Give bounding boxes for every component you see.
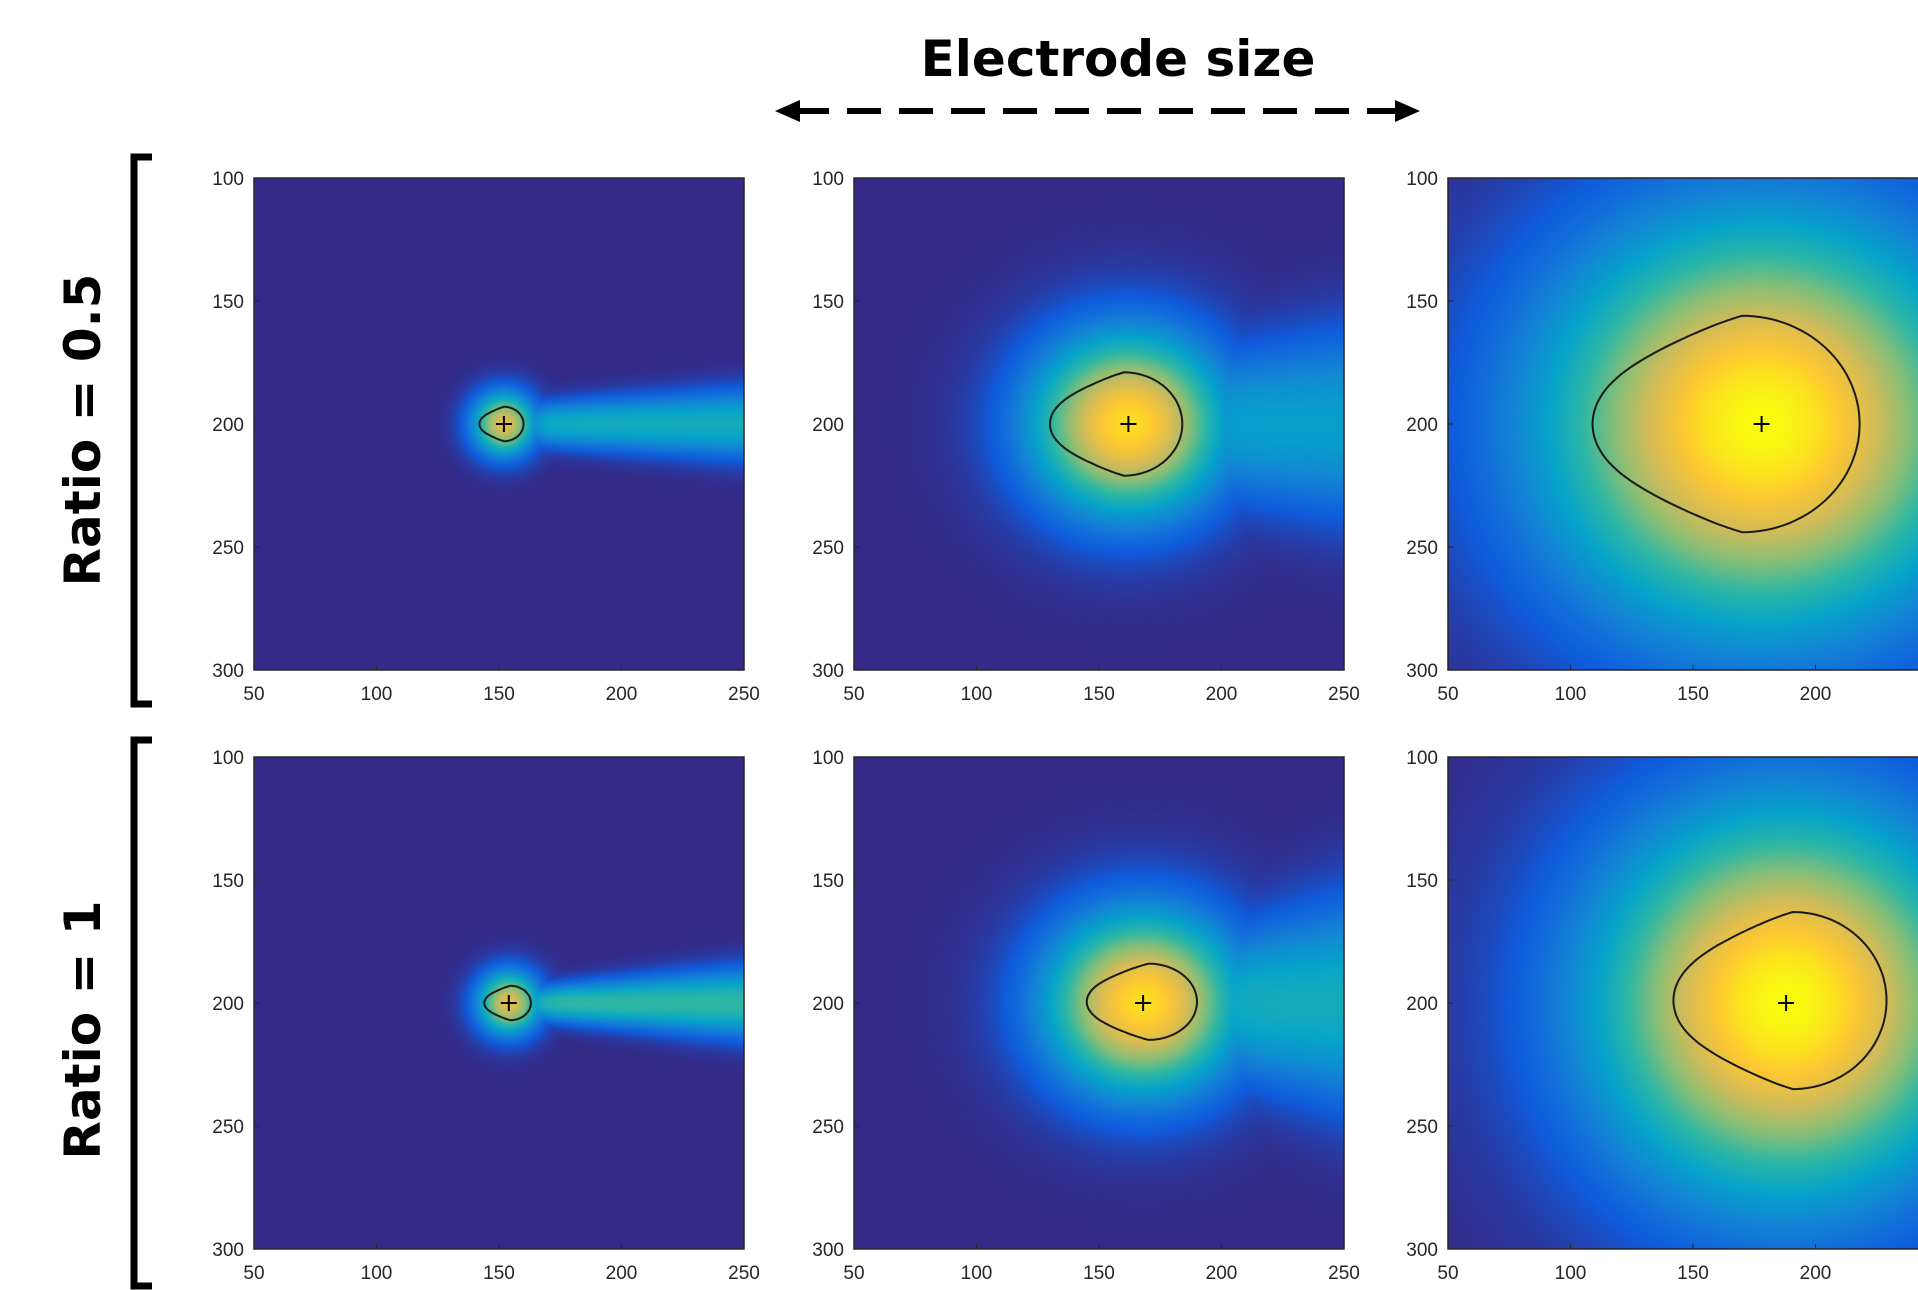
y-tick-label: 300 xyxy=(212,1240,244,1261)
x-tick-label: 150 xyxy=(483,1263,515,1284)
y-tick-label: 150 xyxy=(1406,292,1438,313)
y-tick-label: 100 xyxy=(1406,748,1438,769)
x-tick-label: 200 xyxy=(1800,1263,1832,1284)
peak-marker xyxy=(1120,416,1137,432)
row-label-2: Ratio = 1 xyxy=(54,900,112,1159)
x-tick-label: 150 xyxy=(1083,684,1115,705)
x-tick-label: 200 xyxy=(606,684,638,705)
heatmap-panel-r1c1: 50 100 150 200 250 100 150 200 250 300 xyxy=(212,169,760,705)
y-tick-label: 250 xyxy=(812,538,844,559)
heatmap-panel-r2c2: 50 100 150 200 250 100 150 200 250 300 xyxy=(812,748,1360,1284)
y-tick-label: 200 xyxy=(212,994,244,1015)
peak-marker xyxy=(500,995,517,1011)
y-tick-label: 200 xyxy=(812,994,844,1015)
x-tick-label: 250 xyxy=(1328,1263,1360,1284)
x-tick-label: 250 xyxy=(728,684,760,705)
y-tick-label: 300 xyxy=(212,661,244,682)
contour-line xyxy=(483,984,532,1022)
x-tick-label: 200 xyxy=(606,1263,638,1284)
x-tick-label: 200 xyxy=(1206,1263,1238,1284)
contour-line xyxy=(1048,371,1184,477)
y-tick-label: 100 xyxy=(212,748,244,769)
peak-marker xyxy=(1135,995,1152,1011)
x-tick-label: 150 xyxy=(1677,1263,1709,1284)
x-tick-label: 200 xyxy=(1206,684,1238,705)
x-tick-label: 250 xyxy=(1328,684,1360,705)
y-tick-label: 100 xyxy=(212,169,244,190)
x-tick-label: 100 xyxy=(361,1263,393,1284)
row-bracket-1 xyxy=(130,153,152,708)
heatmap-field xyxy=(854,178,1344,670)
x-tick-label: 50 xyxy=(843,684,864,705)
y-tick-label: 250 xyxy=(812,1117,844,1138)
y-tick-label: 250 xyxy=(212,538,244,559)
heatmap-field xyxy=(1448,757,1918,1249)
contour-line xyxy=(1085,962,1199,1041)
y-tick-label: 200 xyxy=(812,415,844,436)
x-tick-label: 50 xyxy=(843,1263,864,1284)
y-tick-label: 250 xyxy=(1406,1117,1438,1138)
y-tick-label: 250 xyxy=(212,1117,244,1138)
x-tick-label: 250 xyxy=(728,1263,760,1284)
y-tick-label: 100 xyxy=(812,169,844,190)
x-tick-label: 50 xyxy=(1437,1263,1458,1284)
x-tick-label: 150 xyxy=(483,684,515,705)
electrode-size-arrow xyxy=(775,100,1420,122)
peak-marker xyxy=(495,416,512,432)
row-bracket-2 xyxy=(130,736,152,1290)
heatmap-field xyxy=(254,757,744,1249)
x-tick-label: 150 xyxy=(1083,1263,1115,1284)
x-tick-label: 50 xyxy=(243,1263,264,1284)
y-tick-label: 200 xyxy=(1406,994,1438,1015)
row-label-1: Ratio = 0.5 xyxy=(54,274,112,587)
contour-line xyxy=(1672,910,1888,1091)
y-tick-label: 150 xyxy=(812,871,844,892)
heatmap-panel-r1c2: 50 100 150 200 250 100 150 200 250 300 xyxy=(812,169,1360,705)
x-tick-label: 150 xyxy=(1677,684,1709,705)
y-tick-label: 300 xyxy=(812,661,844,682)
y-tick-label: 250 xyxy=(1406,538,1438,559)
x-tick-label: 200 xyxy=(1800,684,1832,705)
y-tick-label: 300 xyxy=(1406,1240,1438,1261)
y-tick-label: 200 xyxy=(1406,415,1438,436)
heatmap-field xyxy=(854,757,1344,1249)
heatmap-panel-r2c1: 50 100 150 200 250 100 150 200 250 300 xyxy=(212,748,760,1284)
contour-line xyxy=(1591,314,1861,534)
y-tick-label: 300 xyxy=(1406,661,1438,682)
x-tick-label: 100 xyxy=(961,1263,993,1284)
x-tick-label: 100 xyxy=(1555,1263,1587,1284)
y-tick-label: 150 xyxy=(212,871,244,892)
y-tick-label: 300 xyxy=(812,1240,844,1261)
y-tick-label: 200 xyxy=(212,415,244,436)
x-tick-label: 100 xyxy=(361,684,393,705)
heatmap-field xyxy=(1448,178,1918,670)
y-tick-label: 150 xyxy=(212,292,244,313)
y-tick-label: 150 xyxy=(812,292,844,313)
y-tick-label: 100 xyxy=(1406,169,1438,190)
x-tick-label: 50 xyxy=(243,684,264,705)
y-tick-label: 150 xyxy=(1406,871,1438,892)
contour-line xyxy=(478,405,525,443)
peak-marker xyxy=(1753,416,1770,432)
figure-title: Electrode size xyxy=(921,30,1316,88)
x-tick-label: 100 xyxy=(1555,684,1587,705)
peak-marker xyxy=(1778,995,1795,1011)
x-tick-label: 50 xyxy=(1437,684,1458,705)
y-tick-label: 100 xyxy=(812,748,844,769)
x-tick-label: 100 xyxy=(961,684,993,705)
